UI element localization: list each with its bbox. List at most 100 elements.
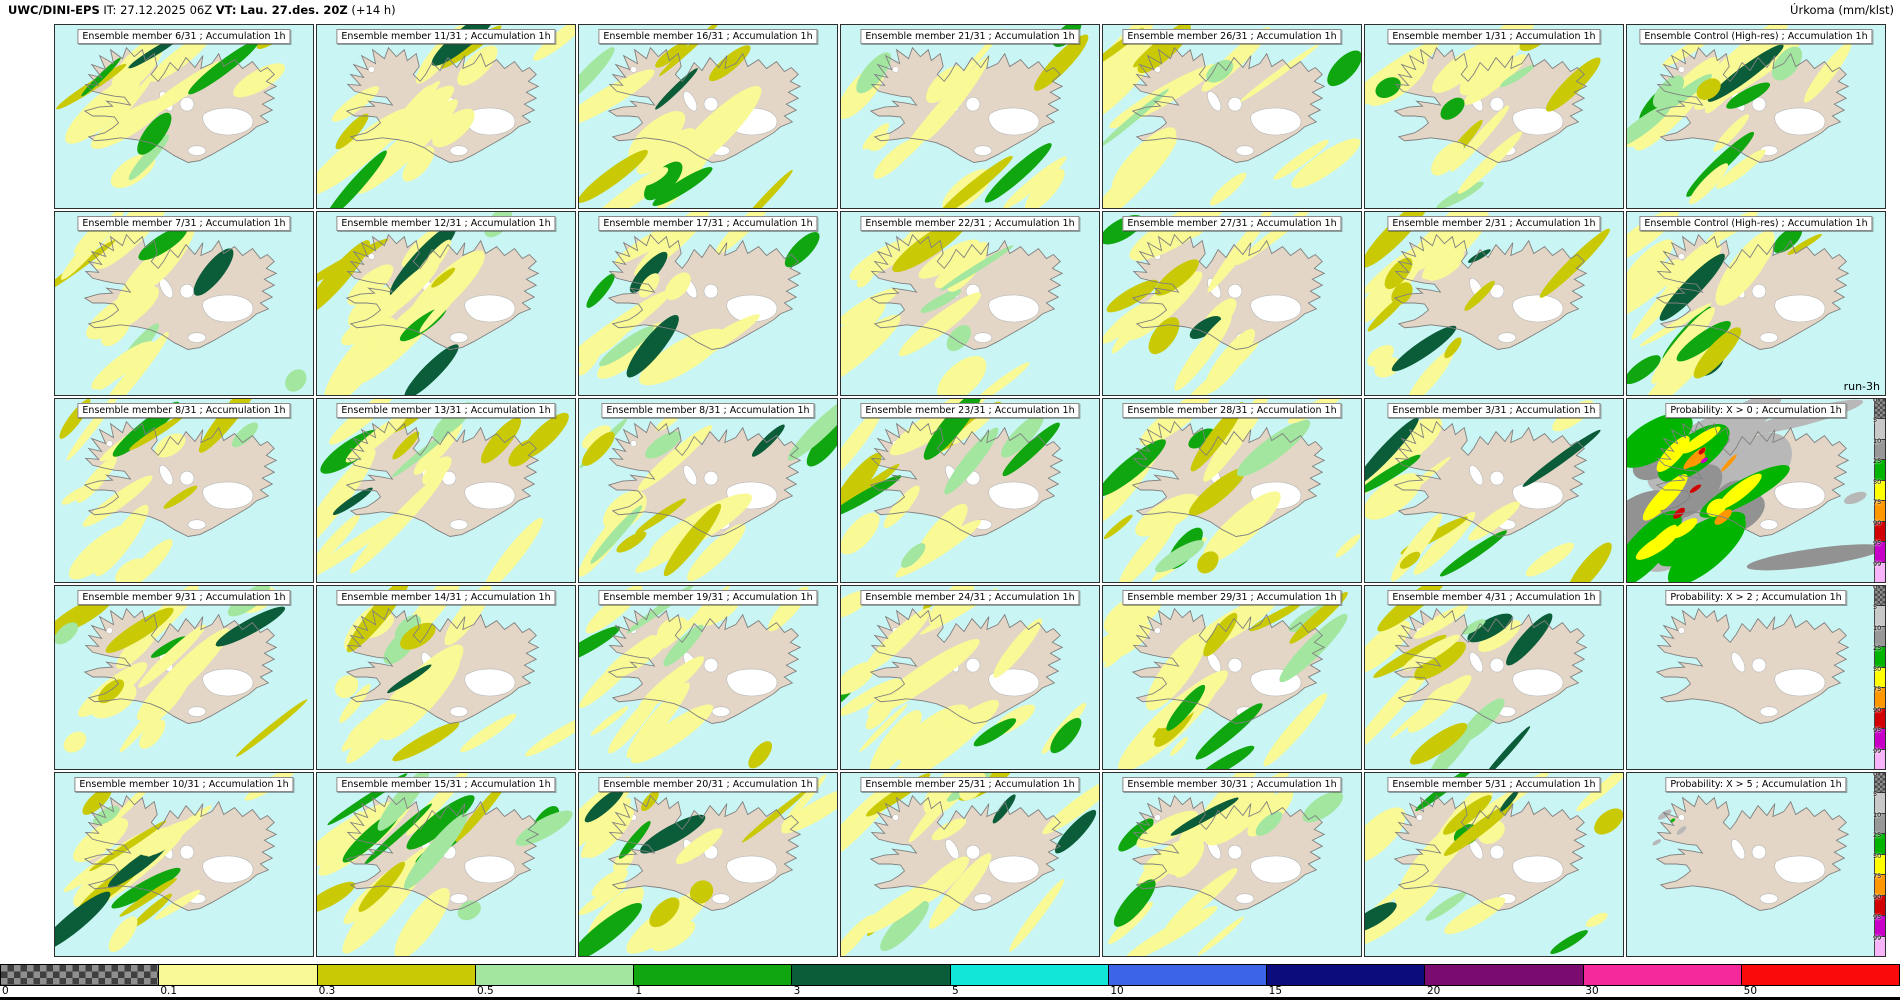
iceland-map [1627, 25, 1885, 208]
precip-colorbar-segment [1425, 965, 1584, 985]
probability-colorbar: 0 5 10 25 50 75 90 95 99 [1873, 399, 1885, 582]
forecast-map-panel: Ensemble member 9/31 ; Accumulation 1h [54, 585, 314, 770]
probability-colorbar-tick: 75 [1873, 872, 1882, 881]
forecast-map-panel: Ensemble member 16/31 ; Accumulation 1h [578, 24, 838, 209]
probability-colorbar-segment: 0 [1873, 586, 1885, 607]
forecast-map-panel: Ensemble member 22/31 ; Accumulation 1h [840, 211, 1100, 396]
parameter-title: Úrkoma (mm/klst) [1790, 3, 1894, 17]
panel-title: Probability: X > 2 ; Accumulation 1h [1665, 590, 1847, 605]
panel-title: Ensemble member 27/31 ; Accumulation 1h [1122, 216, 1342, 231]
iceland-map [317, 25, 575, 208]
probability-colorbar-tick: 99 [1873, 933, 1882, 942]
iceland-map [1627, 586, 1885, 769]
precip-colorbar-labels: 0 0.1 0.3 0.5 1 3 5 10 15 20 30 50 [0, 985, 1900, 997]
panel-title: Probability: X > 0 ; Accumulation 1h [1665, 403, 1847, 418]
probability-colorbar: 0 5 10 25 50 75 90 95 99 [1873, 772, 1885, 956]
probability-colorbar-tick: 5 [1873, 790, 1878, 799]
probability-colorbar-tick: 99 [1873, 746, 1882, 755]
iceland-map [579, 399, 837, 582]
precip-colorbar-segment [475, 965, 634, 985]
iceland-map [841, 399, 1099, 582]
precip-colorbar-tick: 0 [2, 985, 9, 997]
probability-colorbar-tick: 10 [1873, 810, 1882, 819]
probability-colorbar-segment: 50 [1873, 478, 1885, 502]
precip-colorbar-tick: 5 [952, 985, 959, 997]
panel-title: Probability: X > 5 ; Accumulation 1h [1665, 777, 1847, 792]
probability-colorbar-segment: 10 [1873, 623, 1885, 648]
iceland-map [1627, 399, 1885, 582]
panel-title: Ensemble member 5/31 ; Accumulation 1h [1387, 777, 1601, 792]
panel-title: Ensemble member 23/31 ; Accumulation 1h [860, 403, 1080, 418]
probability-colorbar-tick: 5 [1873, 416, 1878, 425]
probability-colorbar-tick: 95 [1873, 539, 1882, 548]
probability-colorbar-tick: 50 [1873, 664, 1882, 673]
forecast-map-panel: Ensemble member 10/31 ; Accumulation 1h [54, 772, 314, 957]
probability-colorbar-tick: 50 [1873, 851, 1882, 860]
probability-colorbar-segment: 25 [1873, 457, 1885, 481]
iceland-map [579, 25, 837, 208]
forecast-map-panel: Ensemble member 2/31 ; Accumulation 1h [1364, 211, 1624, 396]
panel-title: Ensemble member 14/31 ; Accumulation 1h [336, 590, 556, 605]
panel-title: Ensemble member 11/31 ; Accumulation 1h [336, 29, 556, 44]
panel-title: Ensemble member 16/31 ; Accumulation 1h [598, 29, 818, 44]
precip-colorbar-segment [159, 965, 318, 985]
probability-colorbar-tick: 0 [1873, 772, 1878, 778]
precip-colorbar-segment [317, 965, 476, 985]
panel-title: Ensemble member 2/31 ; Accumulation 1h [1387, 216, 1601, 231]
iceland-map [1365, 773, 1623, 956]
precip-colorbar-tick: 0.3 [318, 985, 336, 997]
iceland-map [1365, 586, 1623, 769]
precip-colorbar-tick: 15 [1268, 985, 1283, 997]
iceland-map [317, 773, 575, 956]
panel-title: Ensemble member 19/31 ; Accumulation 1h [598, 590, 818, 605]
forecast-map-panel: Ensemble member 7/31 ; Accumulation 1h [54, 211, 314, 396]
probability-colorbar-tick: 10 [1873, 436, 1882, 445]
probability-colorbar-segment: 25 [1873, 644, 1885, 668]
iceland-map [317, 399, 575, 582]
iceland-map [1365, 212, 1623, 395]
iceland-map [55, 399, 313, 582]
probability-colorbar-tick: 25 [1873, 644, 1882, 653]
panel-title: Ensemble member 22/31 ; Accumulation 1h [860, 216, 1080, 231]
iceland-map [1103, 25, 1361, 208]
probability-colorbar-tick: 75 [1873, 498, 1882, 507]
panel-title: Ensemble member 6/31 ; Accumulation 1h [77, 29, 291, 44]
precip-colorbar-segment [1741, 965, 1899, 985]
panel-title: Ensemble member 9/31 ; Accumulation 1h [77, 590, 291, 605]
probability-colorbar-segment: 90 [1873, 519, 1885, 543]
precip-colorbar-tick: 0.1 [160, 985, 178, 997]
init-time-value: 27.12.2025 06Z [120, 3, 213, 17]
iceland-map [579, 586, 837, 769]
probability-colorbar-tick: 10 [1873, 623, 1882, 632]
forecast-map-panel: Ensemble member 17/31 ; Accumulation 1h [578, 211, 838, 396]
panel-title: Ensemble member 10/31 ; Accumulation 1h [74, 777, 294, 792]
forecast-map-panel: Ensemble member 27/31 ; Accumulation 1h [1102, 211, 1362, 396]
iceland-map [841, 586, 1099, 769]
probability-colorbar-segment: 5 [1873, 603, 1885, 627]
probability-colorbar-segment: 95 [1873, 726, 1885, 750]
iceland-map [55, 212, 313, 395]
iceland-map [1365, 399, 1623, 582]
probability-colorbar-segment: 10 [1873, 436, 1885, 461]
forecast-map-panel: Ensemble member 23/31 ; Accumulation 1h [840, 398, 1100, 583]
forecast-map-panel: Ensemble member 8/31 ; Accumulation 1h [578, 398, 838, 583]
probability-colorbar-tick: 99 [1873, 559, 1882, 568]
precip-colorbar-segment [792, 965, 951, 985]
forecast-map-panel: Ensemble member 12/31 ; Accumulation 1h [316, 211, 576, 396]
forecast-map-panel: Ensemble member 3/31 ; Accumulation 1h [1364, 398, 1624, 583]
precip-colorbar-tick: 20 [1427, 985, 1441, 997]
precip-colorbar-segment [1, 965, 160, 985]
iceland-map [55, 586, 313, 769]
precip-colorbar-segment [1583, 965, 1742, 985]
probability-colorbar-tick: 95 [1873, 726, 1882, 735]
iceland-map [1365, 25, 1623, 208]
panel-title: Ensemble member 28/31 ; Accumulation 1h [1122, 403, 1342, 418]
iceland-map [317, 586, 575, 769]
panel-title: Ensemble member 8/31 ; Accumulation 1h [601, 403, 815, 418]
probability-colorbar-segment: 90 [1873, 893, 1885, 917]
lead-time: (+14 h) [351, 3, 396, 17]
probability-colorbar-tick: 75 [1873, 685, 1882, 694]
forecast-map-panel: Probability: X > 2 ; Accumulation 1h 0 5 1… [1626, 585, 1886, 770]
forecast-map-panel: Ensemble Control (High-res) ; Accumulati… [1626, 24, 1886, 209]
probability-colorbar-segment: 25 [1873, 831, 1885, 855]
